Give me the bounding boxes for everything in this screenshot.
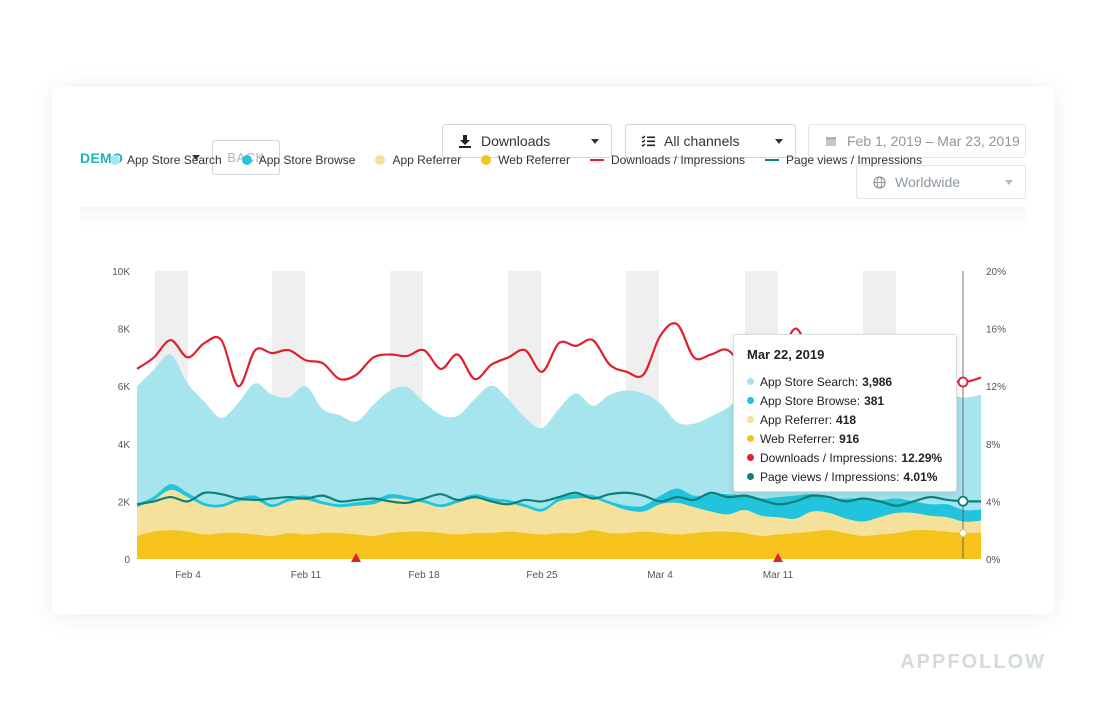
tooltip-row: App Store Browse: 381 bbox=[747, 391, 943, 410]
y-right-tick-label: 20% bbox=[986, 267, 1006, 278]
x-tick-label: Mar 4 bbox=[647, 570, 673, 581]
x-tick-label: Feb 18 bbox=[408, 570, 440, 581]
hover-point bbox=[958, 528, 968, 538]
legend-label: Web Referrer bbox=[498, 153, 570, 167]
legend-item[interactable]: Downloads / Impressions bbox=[589, 153, 746, 167]
region-dropdown[interactable]: Worldwide bbox=[856, 165, 1026, 199]
legend-label: App Referrer bbox=[392, 153, 462, 167]
chevron-down-icon bbox=[591, 139, 599, 144]
app-select-chevron-down-icon[interactable] bbox=[192, 155, 200, 160]
tooltip-row: App Store Search: 3,986 bbox=[747, 372, 943, 391]
brand-logo: APPFOLLOW bbox=[900, 651, 1046, 673]
y-right-tick-label: 4% bbox=[986, 497, 1001, 508]
tooltip-label: App Store Browse: bbox=[760, 393, 861, 408]
date-range-picker[interactable]: Feb 1, 2019 – Mar 23, 2019 bbox=[808, 124, 1026, 158]
event-marker bbox=[351, 553, 361, 562]
tooltip-dot bbox=[747, 473, 754, 480]
calendar-icon bbox=[823, 133, 839, 149]
metric-dropdown[interactable]: Downloads bbox=[442, 124, 612, 158]
tooltip-label: Downloads / Impressions: bbox=[760, 450, 898, 465]
hover-point bbox=[957, 376, 969, 388]
tooltip-row: Web Referrer: 916 bbox=[747, 429, 943, 448]
download-icon bbox=[457, 133, 473, 149]
y-left-tick-label: 10K bbox=[112, 267, 130, 278]
chart-tooltip: Mar 22, 2019 App Store Search: 3,986 App S… bbox=[733, 334, 957, 492]
tooltip-rows: App Store Search: 3,986 App Store Browse: 3… bbox=[747, 372, 943, 486]
y-right-tick-label: 8% bbox=[986, 440, 1001, 451]
chart-legend: App Store Search App Store Browse App Refe… bbox=[110, 153, 942, 167]
x-tick-label: Mar 11 bbox=[763, 570, 794, 581]
tooltip-row: Downloads / Impressions: 12.29% bbox=[747, 448, 943, 467]
tooltip-date: Mar 22, 2019 bbox=[747, 347, 825, 362]
tooltip-label: Web Referrer: bbox=[760, 431, 836, 446]
x-tick-label: Feb 11 bbox=[291, 570, 322, 581]
tooltip-label: App Store Search: bbox=[760, 374, 859, 389]
legend-label: App Store Search bbox=[127, 153, 222, 167]
legend-label: Page views / Impressions bbox=[786, 153, 923, 167]
legend-marker bbox=[241, 155, 252, 165]
legend-item[interactable]: App Referrer bbox=[375, 153, 461, 167]
legend-label: App Store Browse bbox=[258, 153, 356, 167]
y-right-tick-label: 12% bbox=[986, 382, 1006, 393]
globe-icon bbox=[871, 174, 887, 190]
y-left-tick-label: 0 bbox=[124, 555, 130, 566]
list-check-icon bbox=[640, 133, 656, 149]
y-left-tick-label: 6K bbox=[118, 382, 131, 393]
y-left-tick-label: 8K bbox=[118, 325, 131, 336]
legend-marker bbox=[589, 159, 604, 161]
y-right-tick-label: 0% bbox=[986, 555, 1001, 566]
legend-item[interactable]: App Store Browse bbox=[241, 153, 356, 167]
chevron-down-icon bbox=[775, 139, 783, 144]
event-marker bbox=[773, 553, 783, 562]
tooltip-dot bbox=[747, 454, 754, 461]
legend-item[interactable]: Page views / Impressions bbox=[765, 153, 922, 167]
tooltip-value: 12.29% bbox=[901, 450, 943, 465]
tooltip-dot bbox=[747, 435, 754, 442]
legend-label: Downloads / Impressions bbox=[610, 153, 746, 167]
tooltip-label: App Referrer: bbox=[760, 412, 833, 427]
area-web-referrer bbox=[137, 529, 981, 559]
y-right-tick-label: 16% bbox=[986, 325, 1006, 336]
channel-dropdown-label: All channels bbox=[664, 133, 740, 149]
y-left-tick-label: 4K bbox=[118, 440, 131, 451]
y-left-tick-label: 2K bbox=[118, 497, 131, 508]
legend-item[interactable]: App Store Search bbox=[110, 153, 222, 167]
legend-marker bbox=[765, 159, 780, 161]
tooltip-row: App Referrer: 418 bbox=[747, 410, 943, 429]
line-pageviews-impressions bbox=[136, 491, 982, 507]
legend-marker bbox=[375, 155, 386, 165]
tooltip-dot bbox=[747, 416, 754, 423]
channel-dropdown[interactable]: All channels bbox=[625, 124, 796, 158]
date-range-label: Feb 1, 2019 – Mar 23, 2019 bbox=[847, 133, 1020, 149]
tooltip-value: 3,986 bbox=[862, 374, 893, 389]
legend-item[interactable]: Web Referrer bbox=[481, 153, 570, 167]
tooltip-value: 916 bbox=[839, 431, 860, 446]
legend-marker bbox=[481, 155, 492, 165]
tooltip-dot bbox=[747, 397, 754, 404]
x-tick-label: Feb 25 bbox=[526, 570, 558, 581]
tooltip-value: 381 bbox=[864, 393, 885, 408]
region-dropdown-label: Worldwide bbox=[895, 174, 961, 190]
metric-dropdown-label: Downloads bbox=[481, 133, 551, 149]
tooltip-label: Page views / Impressions: bbox=[760, 469, 900, 484]
hover-point bbox=[957, 495, 969, 507]
tooltip-row: Page views / Impressions: 4.01% bbox=[747, 467, 943, 486]
tooltip-value: 4.01% bbox=[903, 469, 938, 484]
x-tick-label: Feb 4 bbox=[175, 570, 201, 581]
tooltip-value: 418 bbox=[836, 412, 857, 427]
legend-marker bbox=[110, 155, 120, 165]
tooltip-dot bbox=[747, 378, 754, 385]
chevron-down-icon bbox=[1005, 180, 1013, 185]
